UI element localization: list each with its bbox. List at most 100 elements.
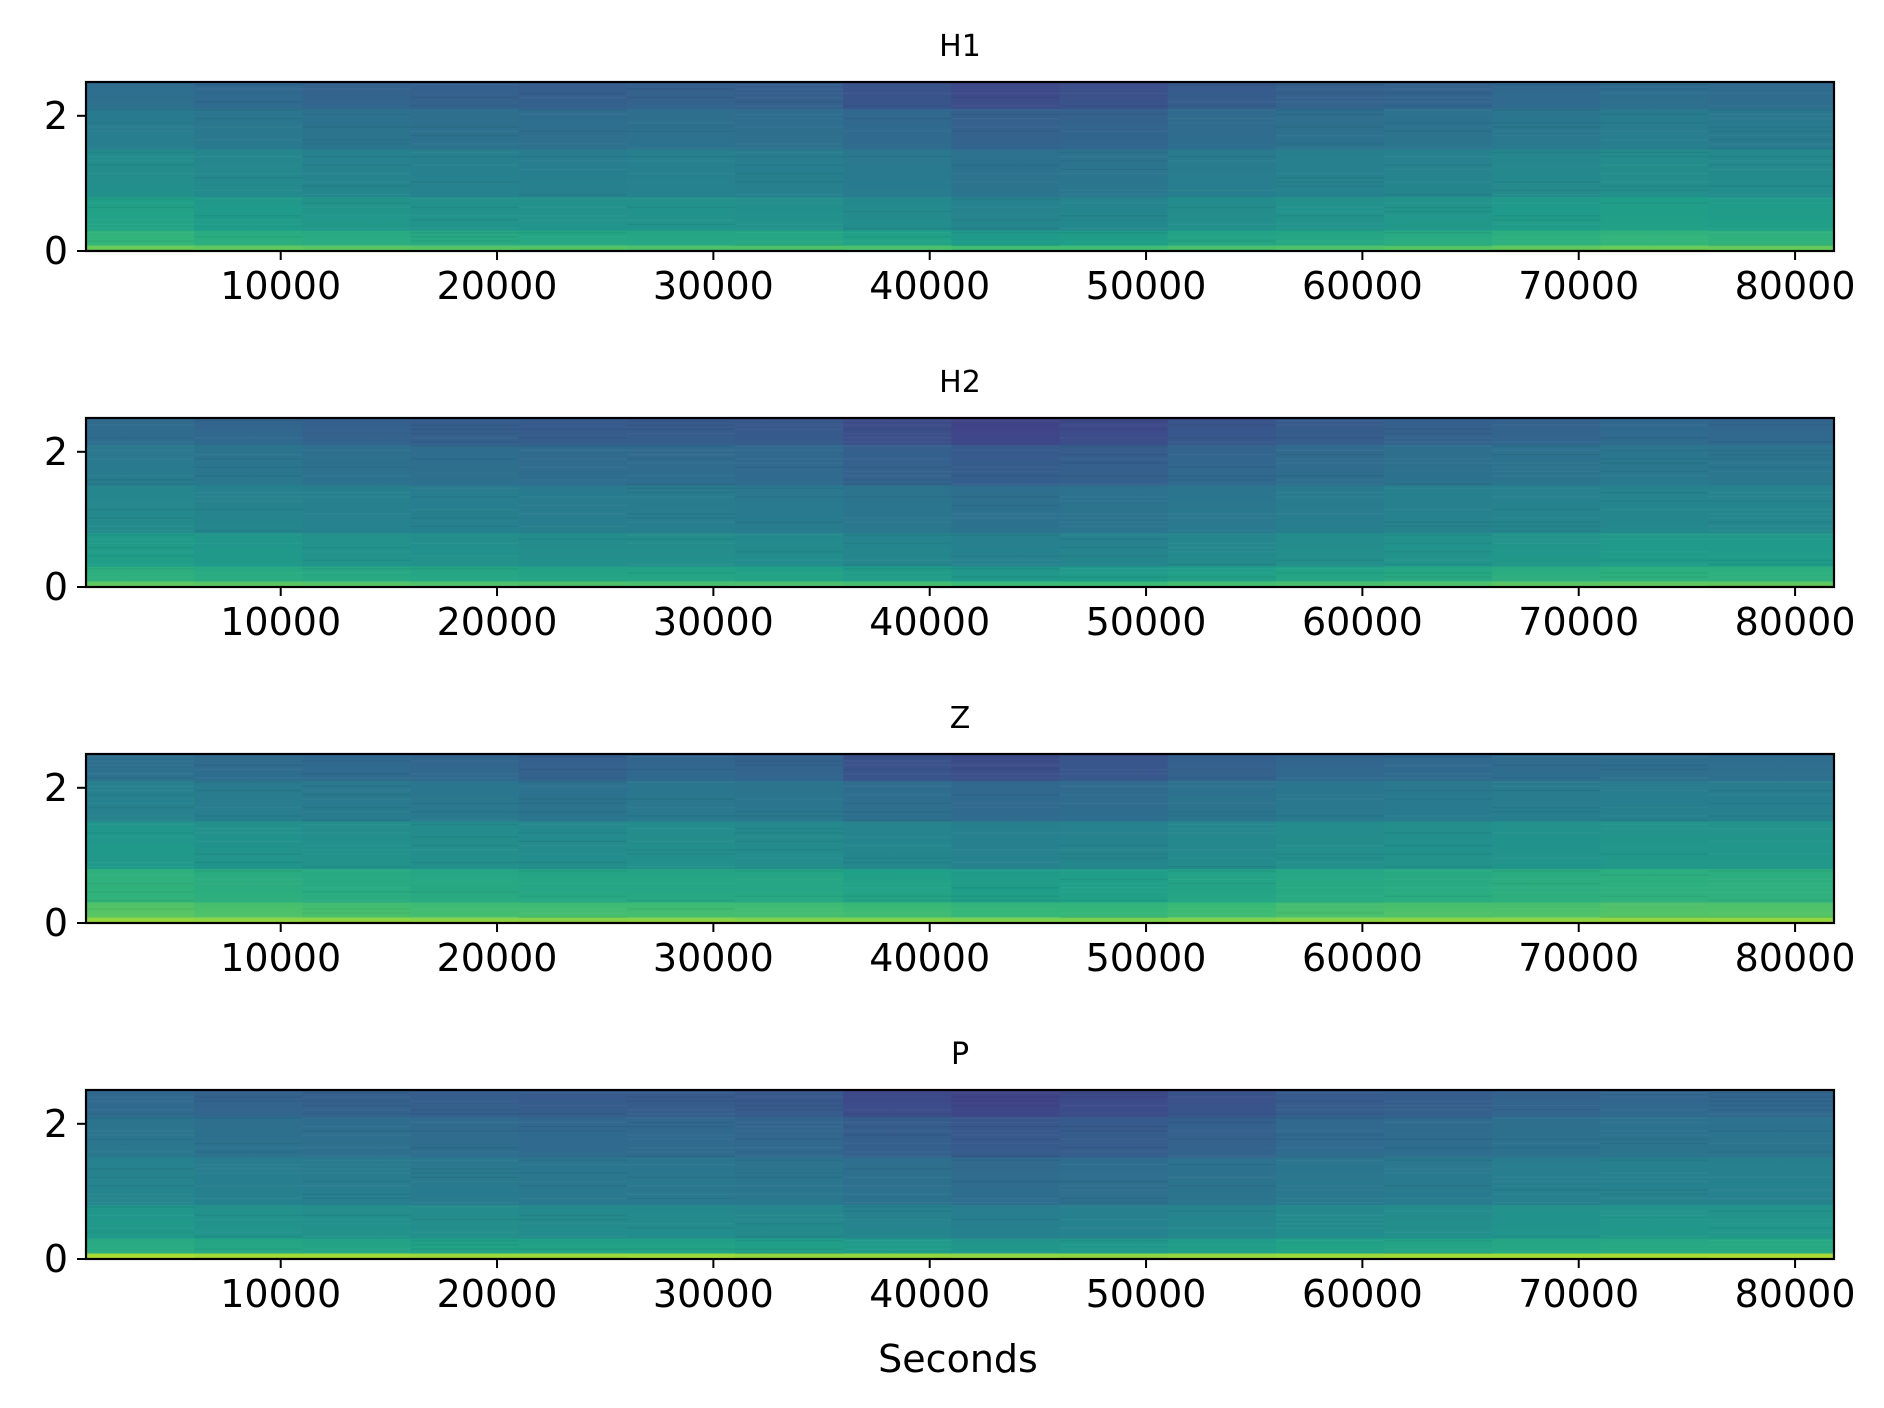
heatmap-stripe: [735, 811, 844, 813]
heatmap-stripe: [735, 202, 844, 203]
heatmap-stripe: [1600, 164, 1709, 165]
heatmap-stripe: [1060, 522, 1169, 523]
heatmap-stripe: [735, 466, 844, 468]
heatmap-stripe: [626, 1100, 736, 1102]
heatmap-stripe: [194, 177, 303, 179]
heatmap-stripe: [843, 424, 952, 425]
heatmap-stripe: [519, 505, 628, 506]
heatmap-stripe: [86, 534, 195, 536]
heatmap-stripe: [1384, 92, 1493, 94]
heatmap-stripe: [1384, 122, 1493, 124]
heatmap-stripe: [1709, 198, 1835, 199]
heatmap-cell: [518, 418, 628, 587]
heatmap-stripe: [1276, 240, 1385, 241]
heatmap-stripe: [843, 471, 952, 472]
heatmap-stripe: [194, 198, 303, 199]
heatmap-cell: [1384, 82, 1493, 251]
heatmap-stripe: [626, 445, 736, 447]
heatmap-stripe: [1059, 878, 1169, 881]
heatmap-stripe: [1275, 181, 1385, 183]
heatmap-stripe: [1709, 228, 1835, 229]
heatmap-stripe: [411, 437, 520, 438]
heatmap-stripe: [1384, 432, 1493, 435]
heatmap-stripe: [735, 181, 844, 183]
heatmap-stripe: [735, 84, 844, 85]
heatmap-stripe: [1600, 824, 1709, 825]
heatmap-stripe: [735, 1122, 844, 1123]
heatmap-stripe: [1384, 832, 1493, 834]
heatmap-stripe: [735, 1147, 844, 1148]
heatmap-stripe: [1276, 777, 1385, 778]
heatmap-stripe: [1492, 1105, 1601, 1106]
heatmap-stripe: [302, 572, 411, 573]
heatmap-stripe: [302, 1109, 411, 1110]
heatmap-cell: [735, 82, 844, 251]
heatmap-stripe: [1492, 122, 1601, 124]
heatmap-stripe: [302, 492, 411, 493]
heatmap-stripe: [1275, 453, 1385, 456]
heatmap-stripe: [1709, 1198, 1835, 1199]
heatmap-stripe: [1600, 470, 1710, 473]
heatmap-stripe: [1709, 1240, 1835, 1241]
heatmap-stripe: [951, 475, 1061, 477]
heatmap-stripe: [1492, 576, 1601, 577]
heatmap-stripe: [1492, 917, 1601, 918]
heatmap-stripe: [1384, 488, 1493, 489]
heatmap-stripe: [843, 861, 952, 864]
heatmap-stripe: [1600, 1219, 1709, 1220]
heatmap-stripe: [843, 433, 952, 434]
heatmap-cell: [735, 1090, 844, 1259]
heatmap-stripe: [735, 1151, 844, 1153]
heatmap-stripe: [302, 1168, 411, 1169]
heatmap-stripe: [735, 172, 844, 175]
heatmap-stripe: [1709, 492, 1835, 493]
heatmap-stripe: [1600, 853, 1710, 855]
heatmap-stripe: [1275, 853, 1385, 855]
heatmap-stripe: [1492, 219, 1601, 221]
heatmap-cell: [626, 1090, 736, 1259]
heatmap-stripe: [626, 88, 736, 90]
heatmap-stripe: [1384, 563, 1493, 566]
heatmap-stripe: [410, 424, 520, 426]
heatmap-stripe: [951, 1155, 1061, 1157]
heatmap-stripe: [1060, 93, 1169, 94]
heatmap-stripe: [302, 785, 412, 788]
heatmap-stripe: [1167, 84, 1277, 86]
heatmap-stripe: [843, 1130, 952, 1131]
heatmap-stripe: [1167, 424, 1277, 426]
heatmap-stripe: [86, 798, 195, 799]
heatmap-stripe: [302, 567, 412, 570]
heatmap-stripe: [1709, 530, 1835, 531]
heatmap-stripe: [1600, 449, 1710, 452]
heatmap-stripe: [626, 248, 736, 251]
heatmap-stripe: [735, 143, 844, 144]
heatmap-stripe: [1709, 1143, 1835, 1144]
heatmap-stripe: [843, 581, 952, 582]
heatmap-stripe: [1059, 105, 1169, 107]
heatmap-stripe: [951, 1117, 1060, 1118]
heatmap-stripe: [951, 768, 1061, 771]
heatmap-stripe: [1060, 1248, 1169, 1249]
heatmap-stripe: [1492, 882, 1601, 885]
heatmap-stripe: [194, 1214, 303, 1217]
heatmap-stripe: [1492, 879, 1601, 880]
heatmap-stripe: [843, 534, 952, 536]
heatmap-stripe: [411, 849, 520, 850]
heatmap-cell: [194, 82, 303, 251]
x-tick-label: 60000: [1302, 600, 1423, 644]
heatmap-stripe: [1600, 920, 1710, 923]
heatmap-stripe: [194, 870, 303, 872]
heatmap-stripe: [1168, 786, 1277, 787]
heatmap-stripe: [519, 1223, 628, 1224]
heatmap-stripe: [843, 105, 952, 107]
heatmap-stripe: [1492, 453, 1601, 456]
heatmap-stripe: [1060, 1164, 1169, 1165]
heatmap-stripe: [735, 827, 844, 830]
heatmap-stripe: [302, 185, 412, 187]
heatmap-stripe: [843, 475, 952, 476]
heatmap-stripe: [843, 811, 952, 813]
heatmap-stripe: [1708, 139, 1835, 141]
heatmap-stripe: [843, 1219, 952, 1220]
heatmap-stripe: [86, 1206, 195, 1208]
heatmap-stripe: [519, 169, 628, 170]
